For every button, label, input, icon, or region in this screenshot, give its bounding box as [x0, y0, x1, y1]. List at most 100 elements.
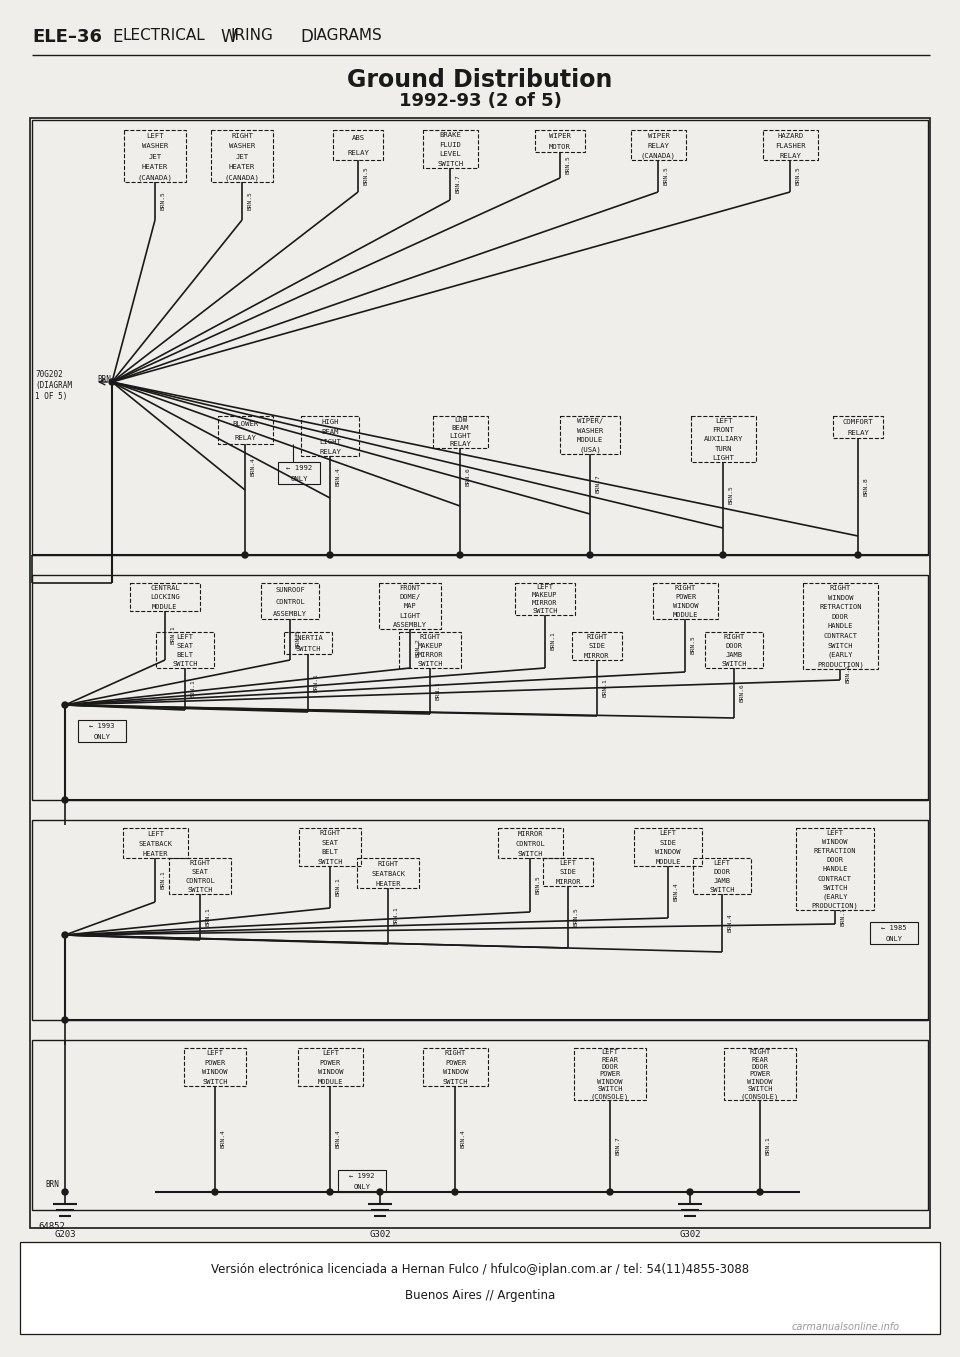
Text: BRN.1: BRN.1	[394, 906, 398, 925]
Circle shape	[62, 932, 68, 938]
Text: RIGHT: RIGHT	[444, 1050, 467, 1056]
Text: BRN.1: BRN.1	[160, 871, 165, 889]
Text: HANDLE: HANDLE	[828, 623, 853, 630]
Text: Buenos Aires // Argentina: Buenos Aires // Argentina	[405, 1289, 555, 1301]
Text: FRONT: FRONT	[399, 585, 420, 592]
Text: WASHER: WASHER	[142, 142, 168, 149]
Text: (CANADA): (CANADA)	[137, 174, 173, 180]
Text: BRN.1: BRN.1	[171, 626, 176, 645]
Text: RETRACTION: RETRACTION	[814, 848, 856, 855]
Text: BRN.5: BRN.5	[663, 167, 668, 186]
Text: RIGHT: RIGHT	[189, 860, 210, 866]
Text: LIGHT: LIGHT	[449, 433, 471, 440]
Bar	[284, 632, 332, 654]
Bar	[30, 118, 930, 1228]
Text: LIGHT: LIGHT	[319, 438, 341, 445]
Text: DOOR: DOOR	[752, 1064, 769, 1069]
Bar	[32, 1039, 928, 1210]
Text: LEFT: LEFT	[206, 1050, 224, 1056]
Text: WIPER/: WIPER/	[577, 418, 603, 425]
Bar	[338, 1170, 386, 1191]
Text: BRN.5: BRN.5	[364, 167, 369, 186]
Text: FLASHER: FLASHER	[775, 142, 805, 148]
Text: CENTRAL: CENTRAL	[150, 585, 180, 592]
Text: DOOR: DOOR	[602, 1064, 618, 1069]
Bar	[211, 130, 273, 182]
Text: SWITCH: SWITCH	[747, 1086, 773, 1092]
Text: LEFT: LEFT	[146, 133, 164, 138]
Text: BRN.1: BRN.1	[550, 631, 556, 650]
Bar	[560, 417, 620, 455]
Bar	[32, 820, 928, 1020]
Text: SIDE: SIDE	[588, 643, 606, 650]
Text: POWER: POWER	[599, 1072, 620, 1077]
Text: ← 1992: ← 1992	[349, 1172, 374, 1179]
Circle shape	[62, 797, 68, 803]
Text: BRN.5: BRN.5	[796, 167, 801, 186]
Text: MIRROR: MIRROR	[555, 879, 581, 885]
Text: JET: JET	[149, 153, 161, 160]
Text: carmanualsonline.info: carmanualsonline.info	[792, 1322, 900, 1333]
Text: BRN.1: BRN.1	[846, 665, 851, 684]
Text: SEAT: SEAT	[177, 643, 194, 649]
Bar	[653, 584, 718, 619]
Text: W: W	[220, 28, 236, 46]
Text: (EARLY: (EARLY	[823, 893, 848, 900]
Bar	[299, 828, 361, 866]
Text: ONLY: ONLY	[290, 476, 308, 482]
Text: SUNROOF: SUNROOF	[276, 586, 305, 593]
Text: G203: G203	[55, 1229, 76, 1239]
Text: MODULE: MODULE	[153, 604, 178, 609]
Text: SWITCH: SWITCH	[517, 851, 543, 856]
Text: MODULE: MODULE	[318, 1079, 344, 1084]
Text: HEATER: HEATER	[142, 164, 168, 170]
Text: SWITCH: SWITCH	[721, 661, 747, 666]
Text: BRN.8: BRN.8	[863, 478, 869, 497]
Text: ABS: ABS	[351, 136, 365, 141]
Bar	[301, 417, 359, 456]
Text: 1 OF 5): 1 OF 5)	[35, 392, 67, 402]
Bar	[691, 417, 756, 461]
Circle shape	[855, 552, 861, 558]
Text: JET: JET	[235, 153, 249, 160]
Text: RELAY: RELAY	[234, 434, 256, 441]
Text: SEATBACK: SEATBACK	[371, 870, 405, 877]
Circle shape	[757, 1189, 763, 1196]
Text: RETRACTION: RETRACTION	[819, 604, 862, 611]
Text: Versión electrónica licenciada a Hernan Fulco / hfulco@iplan.com.ar / tel: 54(11: Versión electrónica licenciada a Hernan …	[211, 1263, 749, 1277]
Bar	[796, 828, 874, 911]
Text: TURN: TURN	[715, 445, 732, 452]
Text: SWITCH: SWITCH	[296, 646, 321, 653]
Text: HEATER: HEATER	[143, 851, 168, 856]
Text: BELT: BELT	[322, 849, 339, 855]
Circle shape	[62, 1016, 68, 1023]
Text: WINDOW: WINDOW	[443, 1069, 468, 1075]
Bar	[399, 632, 461, 668]
Text: SIDE: SIDE	[560, 870, 577, 875]
Text: JAMB: JAMB	[726, 651, 742, 658]
Text: PRODUCTION): PRODUCTION)	[811, 902, 858, 909]
Text: SWITCH: SWITCH	[203, 1079, 228, 1084]
Bar	[32, 575, 928, 801]
Text: BRN.2: BRN.2	[416, 639, 420, 657]
Circle shape	[109, 379, 115, 385]
Circle shape	[62, 1189, 68, 1196]
Text: LEFT: LEFT	[147, 830, 164, 836]
Text: LEFT: LEFT	[713, 860, 731, 866]
Text: COMFORT: COMFORT	[843, 419, 874, 425]
Text: ONLY: ONLY	[93, 734, 110, 740]
Bar	[130, 584, 200, 611]
Text: BRN.7: BRN.7	[595, 475, 601, 494]
Bar	[634, 828, 702, 866]
Text: HANDLE: HANDLE	[823, 867, 848, 873]
Text: SWITCH: SWITCH	[532, 608, 558, 615]
Text: WIPER: WIPER	[648, 133, 669, 138]
Text: INERTIA: INERTIA	[293, 635, 323, 641]
Text: BRN.6: BRN.6	[466, 468, 470, 486]
Text: RIGHT: RIGHT	[587, 634, 608, 641]
Text: BRN.5: BRN.5	[160, 191, 165, 210]
Text: BRN.5: BRN.5	[573, 908, 579, 927]
Text: RIGHT: RIGHT	[320, 830, 341, 836]
Bar	[833, 417, 883, 438]
Text: MAP: MAP	[403, 604, 417, 609]
